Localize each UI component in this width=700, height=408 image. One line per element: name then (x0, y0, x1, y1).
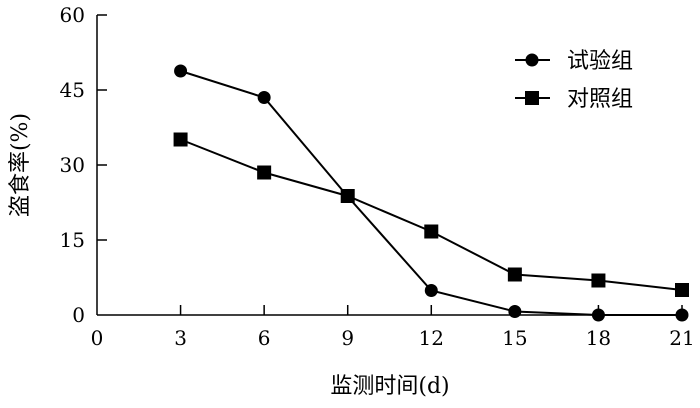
x-tick-label: 6 (258, 326, 271, 350)
data-point (257, 165, 272, 180)
series-2 (173, 132, 689, 297)
data-point (675, 283, 689, 297)
data-point (591, 273, 606, 288)
series-line (180, 138, 683, 291)
data-point (508, 305, 522, 318)
x-tick-label: 12 (419, 326, 444, 350)
data-point (340, 189, 355, 203)
y-tick-label: 15 (60, 228, 85, 252)
x-tick-label: 0 (91, 326, 104, 350)
axes: 0 3 6 9 12 15 18 21 0 15 30 45 60 (60, 3, 695, 350)
y-axis-label: 盗食率(%) (8, 113, 33, 217)
data-point (675, 308, 689, 322)
y-tick-label: 30 (60, 153, 85, 177)
x-tick-label: 18 (586, 326, 611, 350)
x-axis-label: 监测时间(d) (330, 374, 449, 399)
y-tick-label: 45 (60, 78, 85, 102)
legend-label: 对照组 (567, 87, 633, 112)
y-tick-label: 60 (60, 3, 85, 27)
series-layer (173, 64, 689, 322)
data-point (424, 284, 438, 297)
y-tick-label: 0 (72, 303, 85, 327)
x-tick-label: 3 (174, 326, 187, 350)
legend-item: 对照组 (515, 87, 633, 112)
x-tick-label: 15 (502, 326, 527, 350)
data-point (257, 91, 271, 104)
data-point (591, 308, 605, 322)
legend-label: 试验组 (567, 49, 633, 74)
data-point (173, 132, 188, 147)
legend-item: 试验组 (515, 49, 633, 74)
data-point (507, 267, 522, 282)
data-point (424, 224, 439, 239)
legend-marker (525, 53, 539, 67)
x-tick-label: 9 (341, 326, 354, 350)
x-tick-label: 21 (669, 326, 694, 350)
data-point (174, 64, 188, 78)
legend-marker (525, 91, 539, 105)
